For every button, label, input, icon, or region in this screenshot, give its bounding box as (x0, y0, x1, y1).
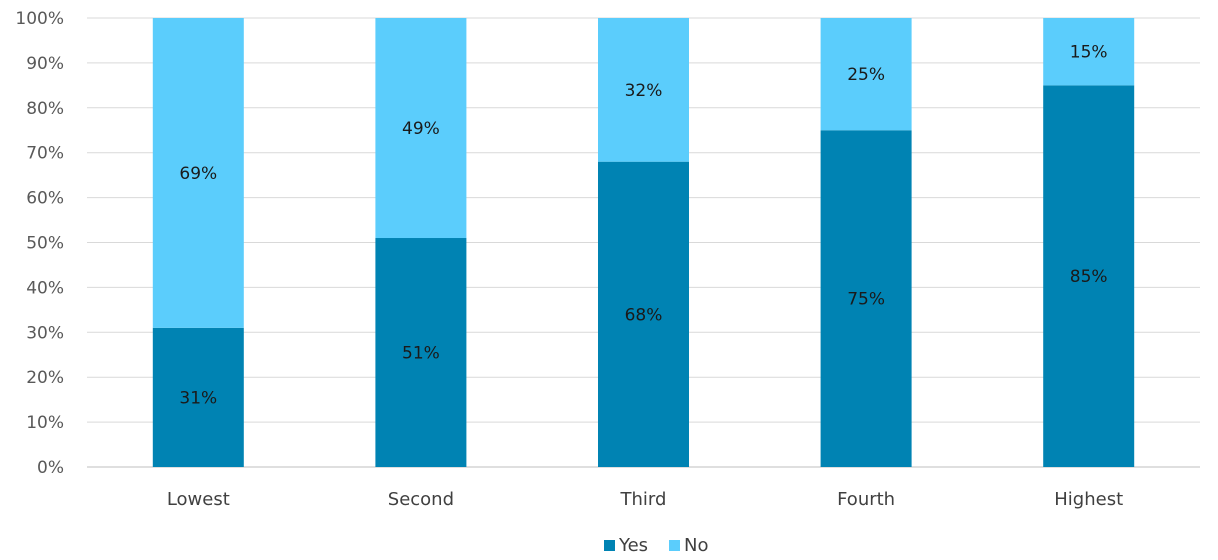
legend-label-yes: Yes (618, 535, 648, 556)
legend-swatch-yes (604, 540, 615, 551)
x-category-label: Highest (1054, 489, 1123, 510)
x-category-label: Second (388, 489, 454, 510)
bar-no-highest (1043, 18, 1135, 86)
data-label-yes-fourth: 75% (847, 290, 885, 310)
data-label-no-third: 32% (625, 81, 663, 101)
data-label-yes-highest: 85% (1070, 267, 1108, 287)
y-tick-label: 90% (26, 54, 64, 74)
data-label-no-second: 49% (402, 119, 440, 139)
x-axis-category-labels: Lowest Second Third Fourth Highest (167, 489, 1123, 510)
bars: 31% 69% 51% 49% 68% 32% 75% 25% 85% 15% (152, 18, 1135, 467)
data-label-yes-second: 51% (402, 344, 440, 364)
data-label-yes-lowest: 31% (179, 388, 217, 408)
data-label-no-lowest: 69% (179, 164, 217, 184)
legend: Yes No (604, 535, 708, 556)
y-tick-label: 30% (26, 323, 64, 343)
bar-no-lowest (152, 18, 244, 328)
y-tick-label: 80% (26, 99, 64, 119)
y-tick-label: 10% (26, 413, 64, 433)
legend-label-no: No (684, 535, 708, 556)
bar-no-fourth (820, 18, 912, 131)
y-tick-label: 50% (26, 234, 64, 254)
bar-no-third (598, 18, 689, 162)
bar-no-second (375, 18, 467, 239)
y-tick-label: 20% (26, 368, 64, 388)
data-label-no-highest: 15% (1070, 43, 1108, 63)
y-tick-label: 100% (15, 9, 64, 29)
y-tick-label: 70% (26, 144, 64, 164)
y-tick-label: 40% (26, 278, 64, 298)
legend-swatch-no (669, 540, 680, 551)
x-category-label: Third (620, 489, 667, 510)
y-tick-label: 60% (26, 189, 64, 209)
bar-yes-fourth (820, 130, 912, 467)
data-label-yes-third: 68% (625, 305, 663, 325)
bar-yes-second (375, 238, 467, 467)
data-label-no-fourth: 25% (847, 65, 885, 85)
x-category-label: Lowest (167, 489, 230, 510)
bar-yes-lowest (152, 327, 244, 467)
y-tick-label: 0% (37, 458, 64, 478)
y-axis-tick-labels: 0% 10% 20% 30% 40% 50% 60% 70% 80% 90% 100% (15, 9, 64, 478)
bar-yes-highest (1043, 85, 1135, 467)
x-category-label: Fourth (837, 489, 895, 510)
bar-yes-third (598, 161, 689, 467)
